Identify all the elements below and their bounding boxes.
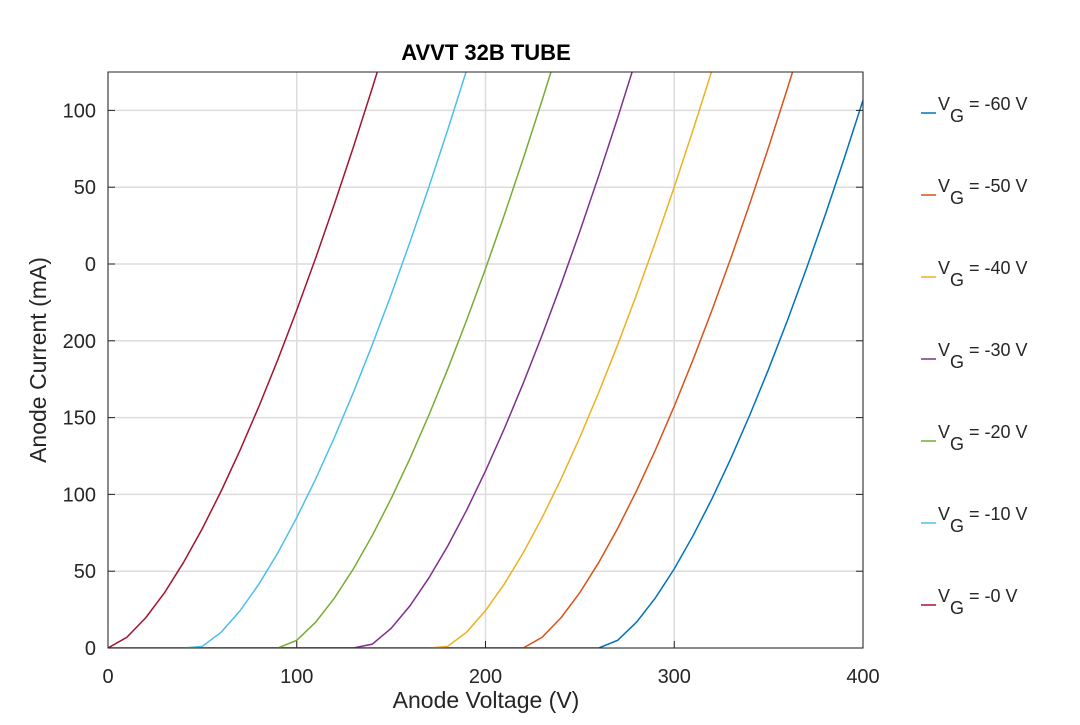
y-tick-label: 150: [63, 408, 96, 430]
series-line: [108, 72, 379, 648]
legend-label: VG = -20 V: [938, 422, 1028, 454]
x-tick-label: 200: [469, 666, 502, 688]
x-tick-label: 300: [658, 666, 691, 688]
x-tick-label: 0: [102, 666, 113, 688]
y-tick-label: 50: [74, 561, 96, 583]
series-line: [108, 100, 863, 648]
series-line: [108, 72, 552, 648]
legend-label: VG = -50 V: [938, 176, 1028, 208]
y-tick-label: 100: [63, 484, 96, 506]
x-axis-label: Anode Voltage (V): [393, 687, 580, 713]
legend-label: VG = -0 V: [938, 586, 1018, 618]
legend-label: VG = -30 V: [938, 340, 1028, 372]
series-line: [108, 72, 794, 648]
grid: [107, 72, 864, 649]
series-line: [108, 72, 713, 648]
lines: [108, 72, 863, 648]
y-tick-label: 50: [74, 177, 96, 199]
legend-label: VG = -40 V: [938, 258, 1028, 290]
y-tick-label: 0: [85, 638, 96, 660]
y-axis-label: Anode Current (mA): [25, 257, 51, 463]
legend-label: VG = -10 V: [938, 504, 1028, 536]
y-tick-label: 100: [63, 100, 96, 122]
x-tick-label: 400: [846, 666, 879, 688]
chart-title: AVVT 32B TUBE: [401, 40, 571, 65]
y-tick-label: 0: [85, 254, 96, 276]
y-tick-label: 200: [63, 331, 96, 353]
legend-label: VG = -60 V: [938, 94, 1028, 126]
x-tick-label: 100: [280, 666, 313, 688]
series-line: [108, 72, 467, 648]
series-line: [108, 72, 633, 648]
